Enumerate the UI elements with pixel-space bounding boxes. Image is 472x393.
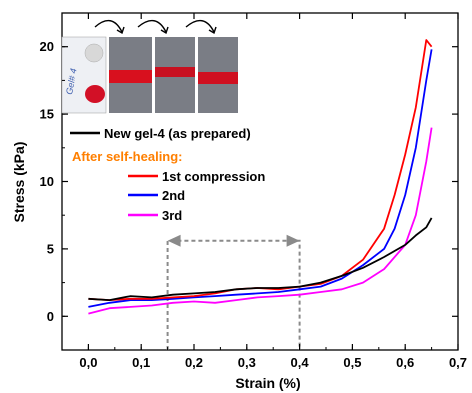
x-tick-label: 0,5: [343, 355, 361, 370]
x-axis: 0,0 0,1 0,2 0,3 0,4 0,5 0,6 0,7: [61, 13, 467, 370]
x-tick-label: 0,3: [238, 355, 256, 370]
y-axis: 0 5 10 15 20: [40, 12, 458, 351]
inset-photo: Gel# 4: [61, 19, 238, 114]
x-tick-label: 0,6: [396, 355, 414, 370]
series-2nd-line: [88, 49, 433, 308]
legend: New gel-4 (as prepared) After self-healin…: [70, 126, 265, 223]
legend-heading: After self-healing:: [72, 149, 183, 164]
plot-area: [61, 12, 459, 351]
x-tick-label: 0,7: [449, 355, 467, 370]
y-tick-label: 10: [40, 174, 54, 189]
x-axis-title: Strain (%): [235, 375, 300, 391]
range-marker-left-arrow: [167, 234, 181, 247]
y-tick-label: 0: [47, 309, 54, 324]
x-tick-label: 0,2: [185, 355, 203, 370]
y-axis-title: Stress (kPa): [11, 142, 27, 223]
y-tick-label: 5: [47, 241, 54, 256]
y-tick-label: 15: [40, 107, 54, 122]
legend-2nd-label: 2nd: [162, 188, 185, 203]
x-tick-label: 0,4: [291, 355, 310, 370]
x-tick-label: 0,0: [79, 355, 97, 370]
legend-label-new-gel-4: New gel-4 (as prepared): [104, 126, 251, 141]
y-tick-label: 20: [40, 39, 54, 54]
series-new-gel-4-line: [88, 217, 433, 301]
x-tick-label: 0,1: [132, 355, 150, 370]
legend-1st-compression-label: 1st compression: [162, 169, 265, 184]
inset-photo-label: Gel# 4: [64, 67, 78, 95]
legend-3rd-label: 3rd: [162, 208, 182, 223]
range-marker-right-arrow: [286, 234, 300, 247]
